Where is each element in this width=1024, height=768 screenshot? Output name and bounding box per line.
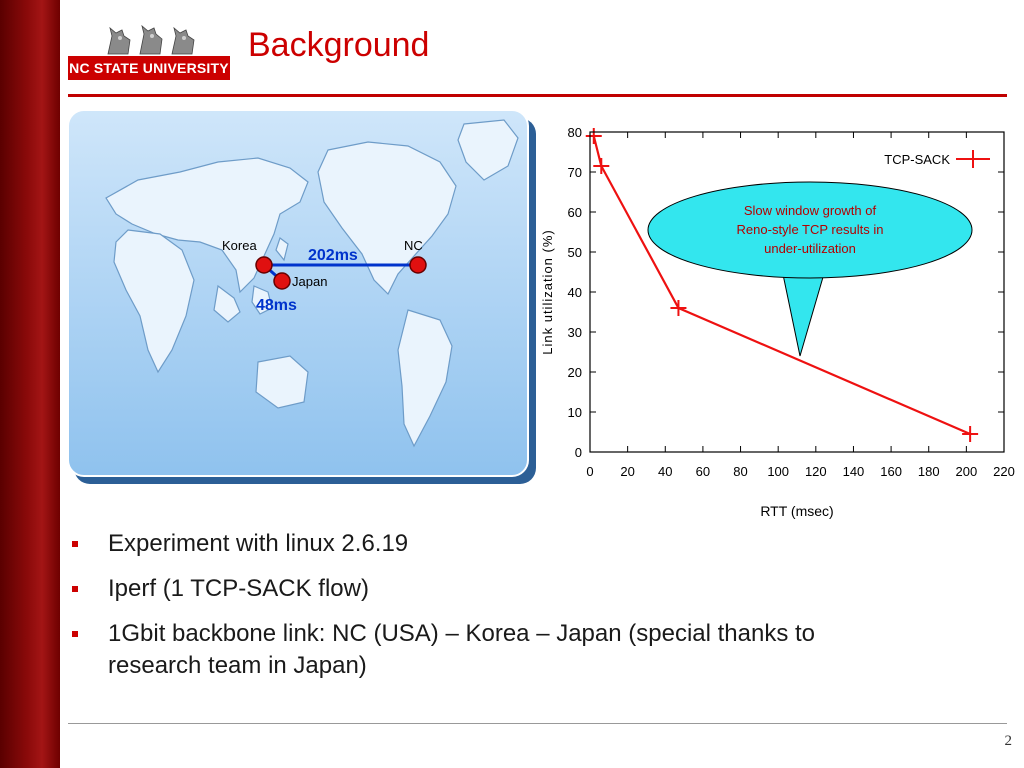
chart-y-tick-label: 10 (568, 405, 582, 420)
bullet-text-continued: research team in Japan) (108, 652, 367, 679)
chart-y-tick-label: 0 (575, 445, 582, 460)
chart-x-tick-label: 0 (586, 464, 593, 479)
chart-legend: TCP-SACK (884, 150, 990, 168)
chart-x-tick-label: 140 (843, 464, 865, 479)
bullet-text: 1Gbit backbone link: NC (USA) – Korea – … (108, 620, 816, 647)
map-landmasses (105, 119, 519, 448)
chart-x-axis-label: RTT (msec) (760, 503, 833, 519)
footer-divider (68, 723, 1007, 724)
chart-y-tick-label: 40 (568, 285, 582, 300)
chart-y-axis-label: Link utilization (%) (540, 229, 555, 355)
bullet-square-icon (72, 631, 78, 637)
callout-line-3: under-utilization (764, 241, 856, 256)
left-color-band (0, 0, 60, 768)
chart-data-point (962, 426, 979, 442)
utilization-chart: 0 20 40 60 80 100 120 140 160 180 200 220 0 10 20 30 40 5… (540, 125, 1015, 519)
chart-x-tick-label: 40 (658, 464, 672, 479)
title-divider (68, 94, 1007, 97)
bullet-text: Experiment with linux 2.6.19 (108, 530, 409, 557)
university-name: NC STATE UNIVERSITY (68, 56, 230, 80)
chart-data-point (593, 158, 610, 174)
chart-legend-label: TCP-SACK (884, 152, 950, 167)
university-logo: NC STATE UNIVERSITY (68, 22, 230, 80)
chart-data-point (670, 300, 687, 316)
page-number: 2 (1004, 733, 1013, 749)
chart-y-tick-label: 50 (568, 245, 582, 260)
label-korea: Korea (222, 238, 257, 253)
slide-title: Background (248, 26, 430, 64)
bullet-square-icon (72, 541, 78, 547)
chart-y-tick-label: 60 (568, 205, 582, 220)
chart-y-tick-label: 20 (568, 365, 582, 380)
chart-data-point (585, 128, 602, 144)
bullet-square-icon (72, 586, 78, 592)
chart-x-tick-label: 60 (696, 464, 710, 479)
chart-plot-frame (589, 131, 1005, 453)
bullet-item: Experiment with linux 2.6.19 (72, 528, 992, 560)
chart-x-tick-label: 80 (733, 464, 747, 479)
chart-callout: Slow window growth of Reno-style TCP res… (647, 181, 973, 357)
chart-x-tick-label: 20 (620, 464, 634, 479)
label-rtt-korea-nc: 202ms (308, 247, 358, 264)
label-rtt-korea-japan: 48ms (256, 297, 297, 314)
label-nc: NC (404, 238, 423, 253)
callout-line-2: Reno-style TCP results in (737, 222, 884, 237)
chart-series-line (592, 135, 971, 436)
node-japan (273, 272, 291, 290)
label-japan: Japan (292, 274, 327, 289)
chart-y-tick-label: 70 (568, 165, 582, 180)
chart-x-tick-label: 100 (767, 464, 789, 479)
node-nc (409, 256, 427, 274)
bullet-item: Iperf (1 TCP-SACK flow) (72, 573, 992, 605)
chart-x-tick-label: 160 (880, 464, 902, 479)
callout-bubble (647, 181, 973, 279)
chart-y-tick-label: 30 (568, 325, 582, 340)
bullet-list: Experiment with linux 2.6.19 Iperf (1 TC… (72, 528, 992, 695)
node-korea (255, 256, 273, 274)
chart-x-tick-label: 220 (993, 464, 1015, 479)
bullet-item: 1Gbit backbone link: NC (USA) – Korea – … (72, 618, 992, 682)
wolf-mascot-icon (107, 24, 195, 55)
chart-y-tick-label: 80 (568, 125, 582, 140)
chart-x-tick-label: 180 (918, 464, 940, 479)
chart-x-tick-label: 120 (805, 464, 827, 479)
bullet-text: Iperf (1 TCP-SACK flow) (108, 575, 369, 602)
world-map: Korea NC Japan 202ms 48ms (68, 110, 536, 484)
callout-line-1: Slow window growth of (744, 203, 877, 218)
chart-x-tick-label: 200 (956, 464, 978, 479)
